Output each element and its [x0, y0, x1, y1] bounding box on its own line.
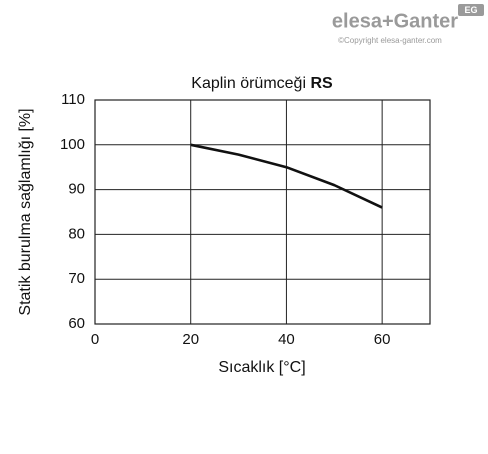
y-tick-label: 70 [68, 270, 85, 287]
y-tick-label: 110 [61, 91, 85, 108]
y-tick-label: 100 [60, 136, 85, 153]
data-line [190, 143, 383, 209]
x-tick-label: 60 [374, 331, 391, 348]
y-tick-label: 60 [68, 315, 85, 332]
x-tick-label: 40 [278, 331, 295, 348]
chart-title: Kaplin örümceği RS [191, 75, 333, 92]
x-axis-label: Sıcaklık [°C] [218, 359, 305, 376]
title-bold: RS [310, 75, 333, 92]
brand-logo: elesa+Ganter [332, 10, 458, 32]
brand-badge: EG [464, 5, 477, 15]
plot-frame [94, 99, 431, 325]
brand-badge-box [458, 4, 484, 16]
y-tick-label: 80 [68, 225, 85, 242]
y-tick-label: 90 [68, 181, 85, 198]
title-text: Kaplin örümceği [191, 75, 306, 92]
x-tick-label: 20 [182, 331, 199, 348]
copyright: ©Copyright elesa-ganter.com [338, 36, 442, 45]
x-tick-label: 0 [91, 331, 99, 348]
y-axis-label: Statik burulma sağlamlığı [%] [17, 108, 34, 315]
